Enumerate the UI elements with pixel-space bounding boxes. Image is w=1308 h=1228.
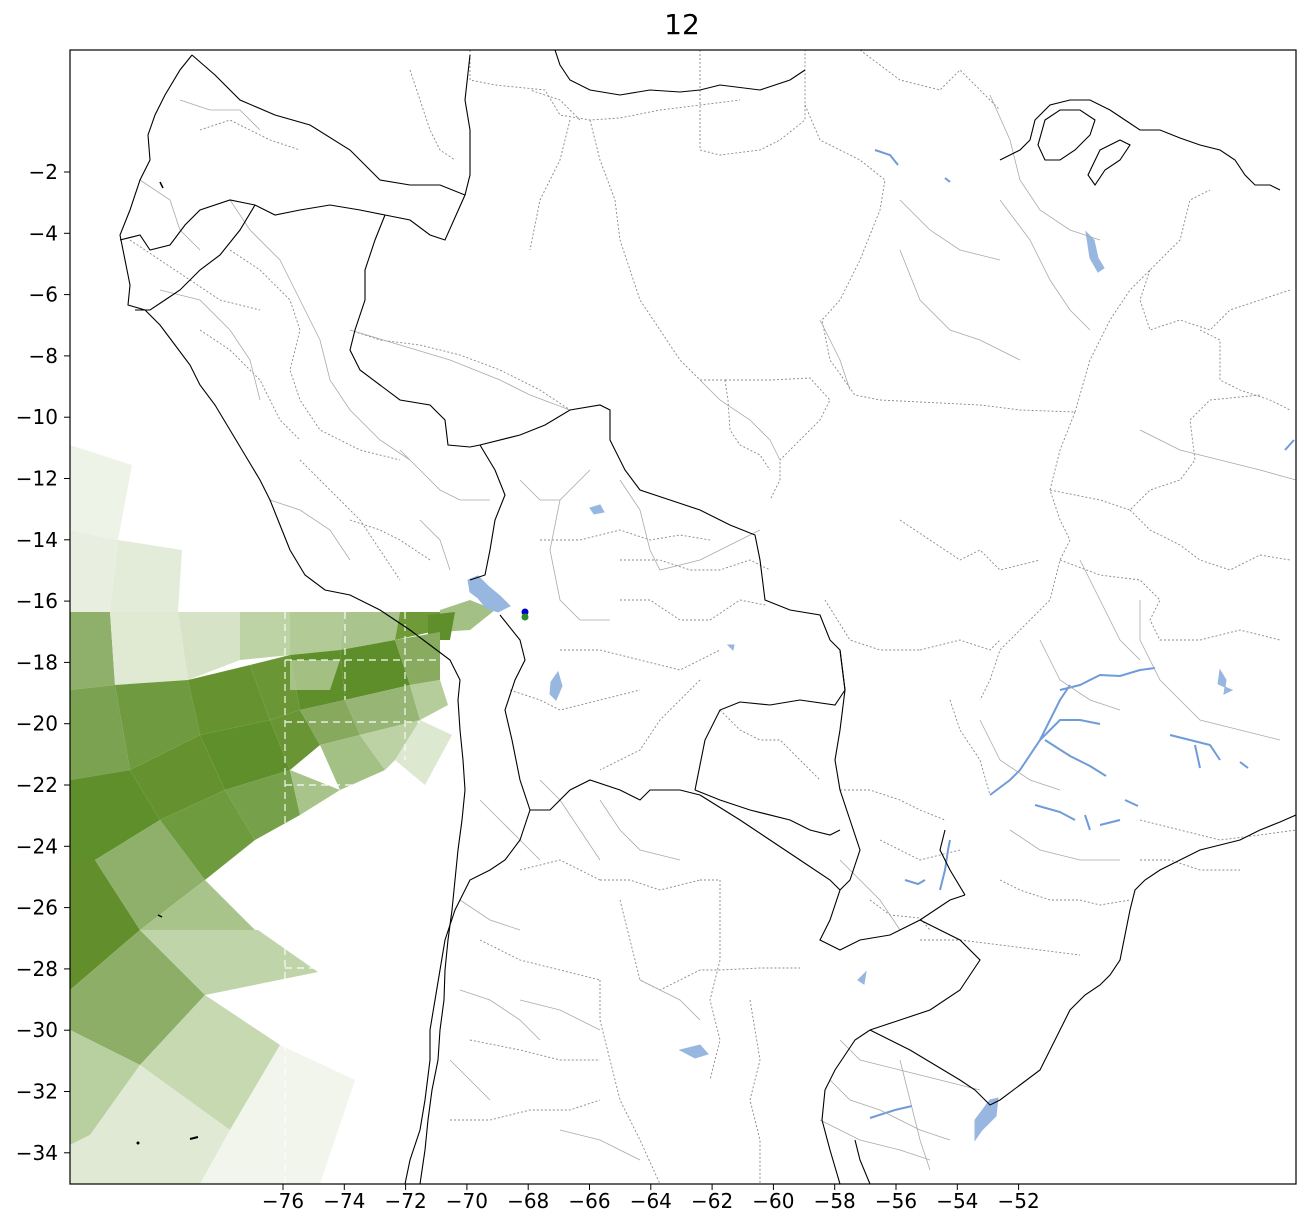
y-tick-label: −2 bbox=[29, 160, 58, 184]
x-tick-label: −72 bbox=[384, 1189, 426, 1213]
islands bbox=[136, 181, 199, 1145]
y-tick-label: −32 bbox=[16, 1080, 58, 1104]
y-tick-label: −22 bbox=[16, 773, 58, 797]
x-tick-label: −68 bbox=[507, 1189, 549, 1213]
x-tick-label: −60 bbox=[752, 1189, 794, 1213]
admin-lines bbox=[139, 94, 1296, 1171]
x-axis-ticks: −76 −74 −72 −70 −68 −66 −64 −62 −60 −58 −56 −54 −52 bbox=[262, 1184, 1040, 1213]
x-tick-label: −54 bbox=[936, 1189, 978, 1213]
blue-point-marker bbox=[521, 608, 529, 616]
national-borders bbox=[119, 50, 981, 1184]
x-tick-label: −56 bbox=[875, 1189, 917, 1213]
x-tick-label: −62 bbox=[691, 1189, 733, 1213]
map-title: 12 bbox=[664, 8, 700, 41]
y-tick-label: −18 bbox=[16, 650, 58, 674]
y-tick-label: −14 bbox=[16, 528, 58, 552]
shaded-cells bbox=[70, 445, 495, 1184]
x-tick-label: −76 bbox=[262, 1189, 304, 1213]
y-tick-label: −20 bbox=[16, 712, 58, 736]
x-tick-label: −66 bbox=[568, 1189, 610, 1213]
y-tick-label: −8 bbox=[29, 344, 58, 368]
pacific-coast bbox=[119, 54, 466, 1184]
x-tick-label: −52 bbox=[997, 1189, 1039, 1213]
x-tick-label: −64 bbox=[630, 1189, 672, 1213]
y-tick-label: −10 bbox=[16, 405, 58, 429]
y-tick-label: −4 bbox=[29, 221, 58, 245]
x-tick-label: −58 bbox=[814, 1189, 856, 1213]
coastlines bbox=[119, 54, 1296, 1184]
axes-frame bbox=[69, 49, 1297, 1185]
x-tick-label: −74 bbox=[323, 1189, 365, 1213]
admin-boundaries bbox=[129, 50, 1296, 1184]
lake-titicaca bbox=[467, 575, 511, 613]
y-tick-label: −24 bbox=[16, 834, 58, 858]
y-tick-label: −28 bbox=[16, 957, 58, 981]
y-axis-ticks: −2 −4 −6 −8 −10 −12 −14 −16 −18 −20 −22 −24 −26 −28 −3… bbox=[16, 160, 70, 1165]
y-tick-label: −6 bbox=[29, 283, 58, 307]
markers bbox=[521, 608, 529, 621]
y-tick-label: −30 bbox=[16, 1018, 58, 1042]
y-tick-label: −34 bbox=[16, 1141, 58, 1165]
y-tick-label: −26 bbox=[16, 896, 58, 920]
atlantic-coast-north bbox=[999, 99, 1281, 191]
atlantic-coast-south bbox=[821, 814, 1296, 1184]
y-tick-label: −16 bbox=[16, 589, 58, 613]
y-tick-label: −12 bbox=[16, 467, 58, 491]
x-tick-label: −70 bbox=[446, 1189, 488, 1213]
water-bodies bbox=[467, 149, 1295, 1142]
green-point-marker bbox=[521, 613, 529, 621]
